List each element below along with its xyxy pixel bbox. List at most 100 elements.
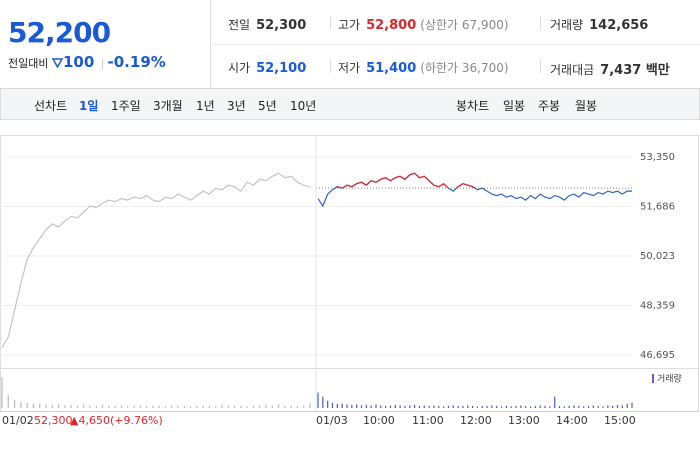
volume-bar xyxy=(520,405,522,408)
volume-bar xyxy=(529,406,532,408)
volume-bar xyxy=(7,395,9,408)
stat: 전일 52,300 xyxy=(228,16,306,33)
x-tick-label: 10:00 xyxy=(363,414,395,427)
stat-value: 142,656 xyxy=(589,18,649,33)
volume-bar xyxy=(544,405,546,408)
volume-bar xyxy=(418,405,421,408)
volume-bar xyxy=(171,405,173,408)
tab[interactable]: 월봉 xyxy=(575,99,598,113)
stat-label: 거래량 xyxy=(550,18,584,32)
volume-bar xyxy=(626,403,628,408)
stat: 시가 52,100 xyxy=(228,59,306,76)
volume-bar xyxy=(20,401,22,408)
change: 100 xyxy=(62,53,95,71)
volume-bar xyxy=(351,404,353,408)
y-tick-label: 53,350 xyxy=(640,152,675,163)
tab[interactable]: 3년 xyxy=(227,99,246,113)
volume-bar xyxy=(607,405,609,408)
summary: 52,200 전일대비 100 | -0.19% 전일 52,300 고가 52,80… xyxy=(0,0,700,89)
volume-bar xyxy=(164,406,167,408)
volume-bar xyxy=(177,405,179,408)
volume-bar xyxy=(277,404,280,408)
tab[interactable]: 1일 xyxy=(79,99,99,113)
volume-bar xyxy=(303,405,305,408)
price: 52,200 xyxy=(8,16,111,49)
volume-bar xyxy=(120,405,123,408)
volume-bar xyxy=(322,396,324,408)
volume-bar xyxy=(380,405,382,408)
volume-bar xyxy=(447,405,450,408)
volume-bar xyxy=(443,406,445,408)
stat-value: 52,100 xyxy=(256,61,307,76)
volume-bar xyxy=(602,406,604,408)
volume-bar xyxy=(587,405,590,408)
stat-label: 거래대금 xyxy=(550,63,595,77)
volume-bar xyxy=(621,405,623,408)
volume-bar xyxy=(578,405,580,408)
price-line xyxy=(1,172,311,348)
volume-bar xyxy=(616,404,619,408)
volume-bar xyxy=(284,405,286,408)
volume-bar xyxy=(57,403,60,408)
volume-bar xyxy=(202,405,204,408)
volume-bar xyxy=(76,405,79,408)
tab[interactable]: 일봉 xyxy=(503,99,526,113)
stat: 고가 52,800 (상한가 67,900) xyxy=(338,16,509,33)
volume-bar xyxy=(145,405,148,408)
volume-bar xyxy=(597,405,599,408)
volume-bar xyxy=(101,404,104,408)
volume-bar xyxy=(89,405,91,408)
volume-bar xyxy=(549,406,551,408)
stat-label: 시가 xyxy=(228,61,251,75)
volume-bar xyxy=(467,405,469,408)
volume-bar xyxy=(215,406,217,408)
volume-bar xyxy=(500,406,503,408)
volume-bar xyxy=(26,402,28,408)
volume-bar xyxy=(399,405,401,408)
volume-bar xyxy=(423,405,425,408)
volume-bar xyxy=(481,405,483,408)
volume-bar xyxy=(336,403,338,408)
change-row: 전일대비 100 | -0.19% xyxy=(8,53,166,71)
tab: 봉차트 xyxy=(456,99,490,113)
volume-bar xyxy=(327,400,329,408)
stat-label: 저가 xyxy=(338,61,361,75)
footer-pct: (+9.76%) xyxy=(110,414,163,427)
legend-swatch xyxy=(652,374,654,383)
change-pct: -0.19% xyxy=(107,53,166,71)
plot-frame xyxy=(0,135,699,412)
volume-bar xyxy=(189,406,192,408)
y-tick-label: 48,359 xyxy=(640,300,675,311)
volume-bar xyxy=(152,405,154,408)
stat-label: 전일 xyxy=(228,18,251,32)
volume-bar xyxy=(233,405,236,408)
volume-bar xyxy=(95,405,97,408)
tab[interactable]: 주봉 xyxy=(538,99,561,113)
volume-bar xyxy=(360,405,363,408)
volume-bar xyxy=(246,406,248,408)
volume-bar xyxy=(341,403,343,408)
tab[interactable]: 10년 xyxy=(290,99,317,113)
volume-bar xyxy=(317,392,319,408)
volume-bar xyxy=(259,405,261,408)
tab[interactable]: 1년 xyxy=(196,99,215,113)
volume-bar xyxy=(563,406,565,408)
price-line xyxy=(317,172,632,208)
stat: 거래량 142,656 xyxy=(550,16,648,33)
volume-bar xyxy=(196,405,198,408)
volume-bar xyxy=(64,405,66,408)
volume-bar xyxy=(583,406,585,408)
tab[interactable]: 5년 xyxy=(258,99,277,113)
stat-value: 52,800 xyxy=(366,18,417,33)
tab[interactable]: 1주일 xyxy=(111,99,141,113)
volume-bar xyxy=(346,404,348,408)
change-label: 전일대비 xyxy=(8,57,49,70)
volume-bar xyxy=(525,405,527,408)
x-tick-label: 14:00 xyxy=(556,414,588,427)
y-tick-label: 46,695 xyxy=(640,350,675,361)
volume-bar xyxy=(554,396,556,408)
volume-bar xyxy=(573,405,575,408)
tab[interactable]: 3개월 xyxy=(153,99,183,113)
volume-bar xyxy=(452,405,454,408)
